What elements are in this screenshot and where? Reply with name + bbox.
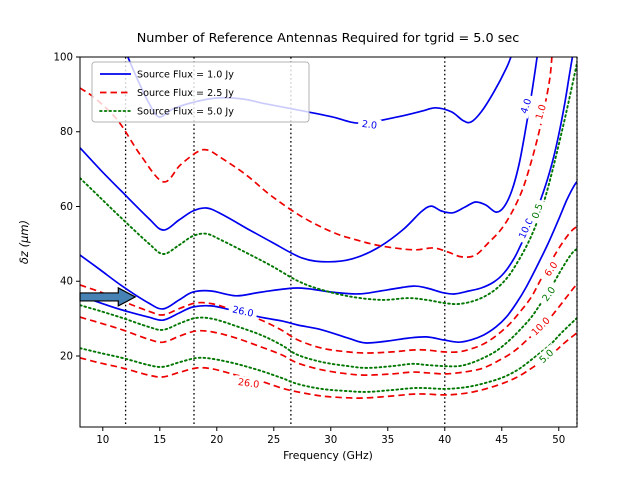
x-tick-label: 35 bbox=[381, 435, 394, 446]
contour-label: 26.0 bbox=[237, 377, 260, 391]
contour-label-group: 4.0 bbox=[516, 93, 535, 119]
contour-label-mask bbox=[526, 311, 555, 341]
contour-label-group: 26.0 bbox=[233, 374, 264, 391]
x-tick-label: 15 bbox=[153, 435, 166, 446]
legend: Source Flux = 1.0 Jy Source Flux = 2.5 Jy… bbox=[91, 61, 310, 123]
contour-line-level-5 bbox=[80, 316, 577, 393]
y-tick-label: 40 bbox=[60, 277, 73, 288]
x-tick-label: 10 bbox=[96, 435, 109, 446]
contour-label-group: 6.0 bbox=[539, 256, 563, 282]
contour-label-mask bbox=[537, 281, 560, 307]
contour-label-group: 2.0 bbox=[537, 281, 560, 307]
x-tick-label: 30 bbox=[324, 435, 337, 446]
contour-line-level-10 bbox=[80, 283, 577, 376]
contour-label-mask bbox=[539, 256, 563, 282]
contour-line-level-4 bbox=[80, 57, 538, 263]
contour-label-group: 1.0 bbox=[531, 99, 550, 125]
contour-label-mask bbox=[227, 302, 259, 320]
contour-label-mask bbox=[531, 99, 550, 125]
contour-label: 0.5 bbox=[530, 202, 546, 220]
contour-label-mask bbox=[357, 116, 382, 132]
contour-label-group: 0.5 bbox=[527, 198, 547, 224]
contour-label-group: 2.0 bbox=[357, 116, 382, 132]
x-tick-label: 45 bbox=[495, 435, 508, 446]
contour-labels: 2.04.010.026.01.06.010.026.00.52.05.0 bbox=[227, 93, 563, 391]
contour-label: 26.0 bbox=[231, 304, 254, 319]
contour-line-level-1 bbox=[80, 57, 553, 259]
y-tick-label: 80 bbox=[60, 127, 73, 138]
legend-entry-label: Source Flux = 1.0 Jy bbox=[137, 70, 234, 81]
contour-line-level-2 bbox=[80, 247, 577, 369]
contour-line-level-0.5 bbox=[80, 57, 577, 306]
y-axis-label: δz (μm) bbox=[17, 220, 31, 264]
contour-label-group: 26.0 bbox=[227, 302, 259, 320]
legend-entry-label: Source Flux = 5.0 Jy bbox=[137, 107, 234, 118]
axes-frame: 10 15 20 25 30 35 40 45 50 20 40 60 80 100 bbox=[54, 53, 578, 446]
x-tick-label: 50 bbox=[552, 435, 565, 446]
contour-label: 1.0 bbox=[534, 103, 549, 121]
contour-label-mask bbox=[533, 343, 559, 369]
plot-frame bbox=[79, 56, 578, 428]
y-tick-label: 60 bbox=[60, 202, 73, 213]
contour-label-mask bbox=[516, 93, 535, 119]
contour-line-level-26 bbox=[80, 180, 577, 344]
x-axis-label: Frequency (GHz) bbox=[283, 449, 373, 462]
contour-lines bbox=[80, 57, 577, 399]
x-tick-label: 40 bbox=[438, 435, 451, 446]
legend-box bbox=[91, 61, 310, 123]
legend-entry-label: Source Flux = 2.5 Jy bbox=[137, 88, 234, 99]
contour-label-mask bbox=[233, 374, 264, 391]
annotation-arrow bbox=[79, 286, 137, 307]
contour-label-mask bbox=[527, 198, 547, 224]
contour-label: 2.0 bbox=[361, 119, 378, 132]
arrow-marker bbox=[79, 286, 137, 307]
contour-label: 4.0 bbox=[519, 97, 534, 115]
plot-title: Number of Reference Antennas Required fo… bbox=[137, 31, 520, 46]
contour-line-level-6 bbox=[80, 225, 577, 354]
y-tick-label: 20 bbox=[60, 351, 73, 362]
contour-line-level-26 bbox=[80, 331, 577, 399]
x-tick-label: 25 bbox=[267, 435, 280, 446]
x-tick-label: 20 bbox=[210, 435, 223, 446]
contour-line-level-10 bbox=[80, 57, 574, 310]
y-tick-label: 100 bbox=[54, 53, 73, 64]
